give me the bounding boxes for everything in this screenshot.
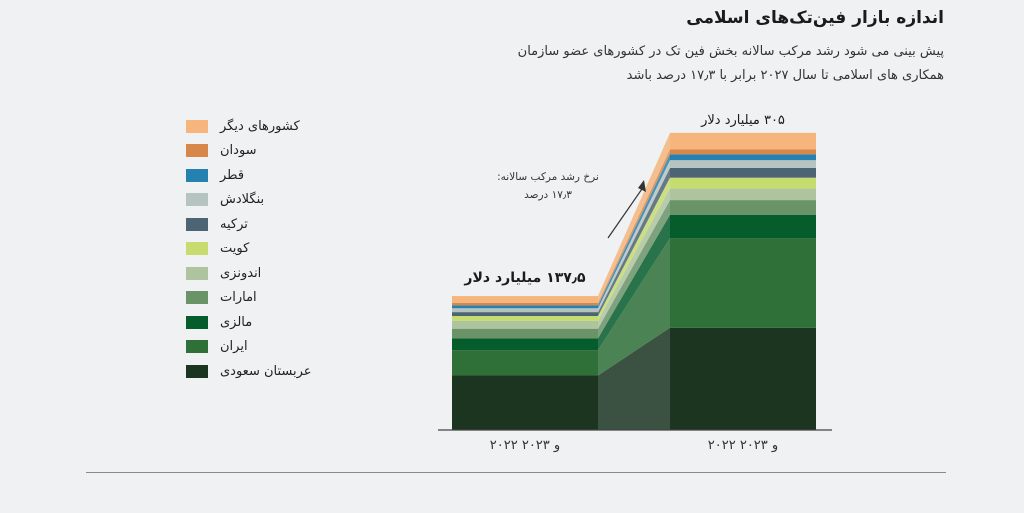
bar-segment xyxy=(452,312,598,317)
legend-item: ایران xyxy=(186,337,326,357)
bar-segment xyxy=(452,375,598,430)
bar-segment xyxy=(452,305,598,309)
legend-item: امارات xyxy=(186,288,326,308)
legend-label: ایران xyxy=(220,339,248,354)
connector-band xyxy=(598,238,670,376)
bar-segment xyxy=(452,296,598,303)
annotation-value: ۱۷٫۳ درصد xyxy=(524,189,572,201)
bar-segment xyxy=(670,238,816,328)
growth-arrow-line xyxy=(607,185,645,239)
legend-item: اندونزی xyxy=(186,263,326,283)
chart-subtitle: پیش بینی می شود رشد مرکب سالانه بخش فین … xyxy=(517,44,944,83)
bar-segment xyxy=(670,214,816,239)
chart-title: اندازه بازار فین‌تک‌های اسلامی xyxy=(686,8,944,28)
connector-band xyxy=(598,154,670,309)
annotation-label: نرخ رشد مرکب سالانه: xyxy=(497,171,599,183)
bar-segment xyxy=(670,132,816,150)
bar-segment xyxy=(670,177,816,189)
connector-band xyxy=(598,160,670,313)
connector-band xyxy=(598,149,670,306)
legend-item: قطر xyxy=(186,165,326,185)
legend-label: بنگلادش xyxy=(220,192,265,207)
x-tick-label: ۲۰۲۲ و ۲۰۲۳ xyxy=(490,438,560,453)
legend-label: امارات xyxy=(220,290,257,305)
bar-segment xyxy=(670,160,816,168)
total-label: ۳۰۵ میلیارد دلار xyxy=(700,113,785,128)
legend-swatch xyxy=(186,193,208,206)
bar-segment xyxy=(452,338,598,351)
legend-label: ترکیه xyxy=(220,216,248,232)
x-tick-label: ۲۰۲۲ و ۲۰۲۳ xyxy=(708,438,778,453)
legend-label: عربستان سعودی xyxy=(220,363,312,379)
legend-swatch xyxy=(186,266,208,280)
bar-segment xyxy=(670,327,816,430)
connector-band xyxy=(598,177,670,321)
connector-band xyxy=(598,167,670,317)
bar-segment xyxy=(670,149,816,155)
legend-item: ترکیه xyxy=(186,214,326,234)
legend-label: مالزی xyxy=(220,314,253,330)
legend-swatch xyxy=(186,340,208,353)
bar-segment xyxy=(670,167,816,178)
legend-label: کویت xyxy=(220,241,250,256)
bar-segment xyxy=(452,350,598,376)
legend-item: سودان xyxy=(186,141,326,161)
total-label: ۱۳۷٫۵ میلیارد دلار xyxy=(463,270,586,286)
connector-band xyxy=(598,200,670,339)
legend-label: کشورهای دیگر xyxy=(220,118,300,134)
bar-segment xyxy=(452,316,598,321)
legend-swatch xyxy=(186,168,208,182)
footer-divider xyxy=(86,472,946,473)
bar-segment xyxy=(452,320,598,329)
legend-item: عربستان سعودی xyxy=(186,361,326,381)
legend-swatch xyxy=(186,242,208,255)
legend-swatch xyxy=(186,315,208,329)
bar-segment xyxy=(452,328,598,339)
bar-segment xyxy=(452,308,598,313)
bar-segment xyxy=(670,154,816,161)
legend-label: سودان xyxy=(220,143,257,158)
connector-band xyxy=(598,132,670,303)
bar-segment xyxy=(670,188,816,201)
legend-label: اندونزی xyxy=(220,265,262,281)
bar-segment xyxy=(670,200,816,215)
legend-label: قطر xyxy=(220,167,245,183)
legend-item: کویت xyxy=(186,239,326,259)
legend-item: بنگلادش xyxy=(186,190,326,210)
legend-item: کشورهای دیگر xyxy=(186,116,326,136)
connector-band xyxy=(598,188,670,329)
bar-segment xyxy=(452,302,598,306)
legend-swatch xyxy=(186,364,208,378)
legend-swatch xyxy=(186,217,208,231)
legend-swatch xyxy=(186,144,208,157)
legend-item: مالزی xyxy=(186,312,326,332)
legend-swatch xyxy=(186,291,208,304)
growth-arrow-head xyxy=(638,180,646,192)
legend-swatch xyxy=(186,119,208,133)
connector-band xyxy=(598,327,670,430)
connector-band xyxy=(598,214,670,351)
